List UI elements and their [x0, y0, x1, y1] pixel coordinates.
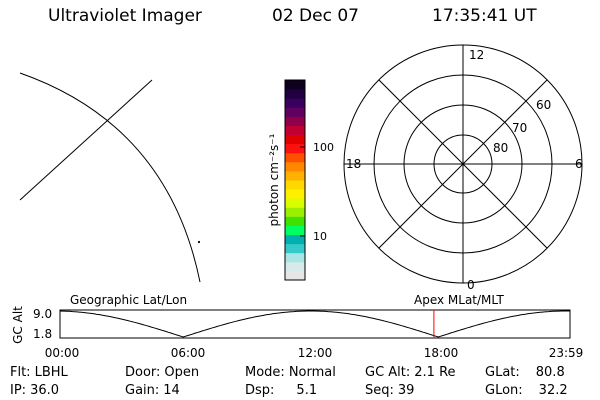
- timeline-frame: [59, 309, 571, 339]
- colorbar: 100 10 photon cm⁻²s⁻¹: [267, 79, 334, 281]
- xtick-1800: 18:00: [424, 346, 459, 360]
- timeline-ylabel: GC Alt: [11, 306, 25, 344]
- colorbar-cell: [285, 80, 305, 90]
- timeline-left-label: Geographic Lat/Lon: [70, 293, 187, 307]
- xtick-2359: 23:59: [549, 346, 584, 360]
- mlt-label-12: 12: [469, 48, 484, 62]
- info-mode: Mode: Normal: [245, 365, 336, 380]
- timeline-ymin: 1.8: [33, 327, 52, 341]
- ip-value: 36.0: [30, 383, 60, 398]
- polar-labels: 12 18 6 0 60 70 80: [346, 48, 583, 292]
- info-seq: Seq: 39: [365, 383, 414, 398]
- ip-label: IP:: [10, 383, 27, 398]
- altitude-curve: [59, 310, 570, 338]
- colorbar-cell: [285, 134, 305, 145]
- lat-label-70: 70: [512, 121, 527, 135]
- colorbar-cell: [285, 180, 305, 190]
- xtick-1200: 12:00: [298, 346, 333, 360]
- map-grid-line: [19, 79, 153, 201]
- polar-plot: [343, 44, 583, 284]
- info-gain: Gain: 14: [125, 383, 180, 398]
- info-gcalt: GC Alt: 2.1 Re: [365, 365, 456, 380]
- polar-diagonal-2: [378, 79, 548, 249]
- colorbar-cell: [285, 207, 305, 217]
- gcalt-value: 2.1 Re: [414, 365, 456, 380]
- colorbar-cell: [285, 143, 305, 154]
- xtick-0000: 00:00: [45, 346, 80, 360]
- colorbar-cell: [285, 225, 305, 236]
- date-label: 02 Dec 07: [272, 6, 359, 26]
- lat-label-80: 80: [493, 141, 508, 155]
- info-door: Door: Open: [125, 365, 199, 380]
- door-label: Door:: [125, 365, 161, 380]
- timeline-xticks: 00:00 06:00 12:00 18:00 23:59: [45, 346, 584, 360]
- colorbar-cell: [285, 234, 305, 245]
- colorbar-frame: [284, 79, 306, 281]
- seq-value: 39: [397, 383, 415, 398]
- glat-label: GLat:: [485, 365, 520, 380]
- gcalt-label: GC Alt:: [365, 365, 411, 380]
- glat-value: 80.8: [535, 365, 565, 380]
- mlt-label-18: 18: [346, 157, 361, 171]
- dsp-label: Dsp:: [245, 383, 275, 398]
- map-dot: [197, 240, 201, 244]
- colorbar-cells: [285, 80, 305, 281]
- info-glat: GLat: 80.8: [485, 365, 565, 380]
- mode-value: Normal: [288, 365, 336, 380]
- colorbar-cell: [285, 98, 305, 108]
- colorbar-tick-label-10: 10: [313, 230, 327, 243]
- timeline-ymax: 9.0: [33, 307, 52, 321]
- colorbar-tick-label-100: 100: [313, 141, 334, 154]
- mlt-label-0: 0: [467, 278, 475, 292]
- time-label: 17:35:41 UT: [432, 6, 537, 26]
- colorbar-cell: [285, 261, 305, 272]
- colorbar-cell: [285, 152, 305, 163]
- colorbar-cell: [285, 216, 305, 226]
- info-dsp: Dsp: 5.1: [245, 383, 317, 398]
- info-glon: GLon: 32.2: [485, 383, 568, 398]
- colorbar-unit-label: photon cm⁻²s⁻¹: [267, 133, 281, 226]
- colorbar-cell: [285, 89, 305, 99]
- colorbar-cell: [285, 170, 305, 181]
- colorbar-cell: [285, 107, 305, 117]
- colorbar-cell: [285, 198, 305, 208]
- instrument-title: Ultraviolet Imager: [48, 6, 202, 26]
- glon-label: GLon:: [485, 383, 523, 398]
- geographic-map: [19, 72, 201, 283]
- flt-value: LBHL: [34, 365, 68, 380]
- colorbar-cell: [285, 270, 305, 281]
- xtick-0600: 06:00: [171, 346, 206, 360]
- colorbar-cell: [285, 125, 305, 136]
- seq-label: Seq:: [365, 383, 394, 398]
- colorbar-cell: [285, 116, 305, 126]
- mode-label: Mode:: [245, 365, 285, 380]
- info-ip: IP: 36.0: [10, 383, 59, 398]
- flt-label: Flt:: [10, 365, 31, 380]
- door-value: Open: [164, 365, 200, 380]
- gain-label: Gain:: [125, 383, 160, 398]
- altitude-timeline: 9.0 1.8 GC Alt Geographic Lat/Lon Apex M…: [11, 293, 583, 360]
- gain-value: 14: [163, 383, 180, 398]
- timeline-right-label: Apex MLat/MLT: [414, 293, 504, 307]
- dsp-value: 5.1: [296, 383, 318, 398]
- earth-limb-arc: [19, 72, 201, 283]
- colorbar-cell: [285, 161, 305, 172]
- glon-value: 32.2: [538, 383, 568, 398]
- colorbar-cell: [285, 189, 305, 199]
- mlt-label-6: 6: [575, 157, 583, 171]
- info-flt: Flt: LBHL: [10, 365, 68, 380]
- lat-label-60: 60: [536, 98, 551, 112]
- colorbar-cell: [285, 243, 305, 254]
- colorbar-cell: [285, 252, 305, 263]
